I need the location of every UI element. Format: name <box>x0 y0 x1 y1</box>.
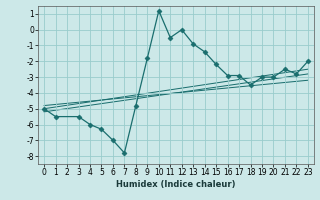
X-axis label: Humidex (Indice chaleur): Humidex (Indice chaleur) <box>116 180 236 189</box>
